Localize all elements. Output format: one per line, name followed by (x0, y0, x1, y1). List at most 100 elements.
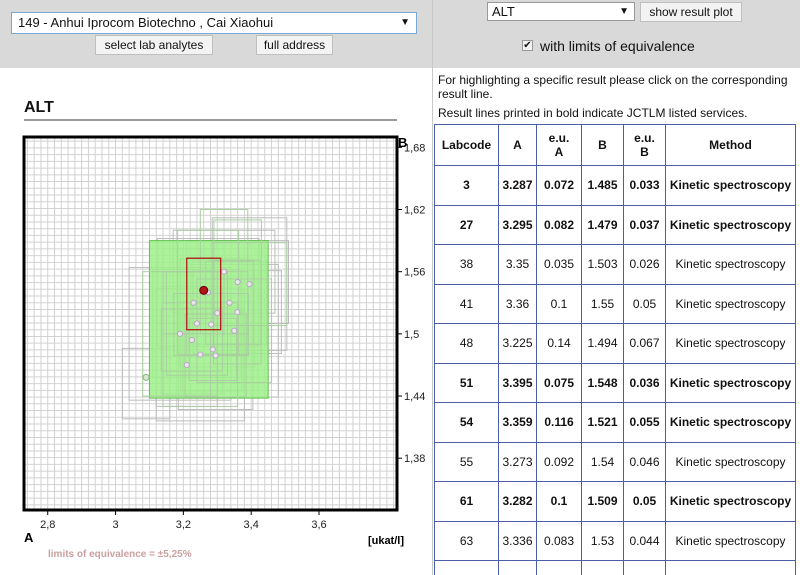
col-b-cell: 1.513 (581, 560, 624, 575)
col-method-cell: Kinetic spectroscopy (665, 481, 796, 522)
col-eu-b-cell: 0.05 (623, 481, 666, 522)
lab-toolbar: 149 - Anhui Iprocom Biotechno , Cai Xiao… (0, 0, 432, 68)
col-b-cell: 1.485 (581, 165, 624, 206)
data-point (234, 278, 241, 286)
col-a-cell: 3.225 (498, 323, 537, 364)
col-eu-b-cell: 0.022 (623, 560, 666, 575)
x-tick-label: 3,2 (176, 519, 191, 531)
table-row[interactable]: 63 3.336 0.083 1.53 0.044 Kinetic spectroscop… (434, 520, 796, 561)
uncertainty-box (211, 242, 288, 327)
limits-checkbox-label: with limits of equivalence (540, 38, 695, 54)
limits-note: limits of equivalence = ±5,25% (48, 549, 192, 560)
data-point (209, 346, 216, 353)
table-row[interactable]: 38 3.35 0.035 1.503 0.026 Kinetic spectroscop… (434, 244, 796, 285)
data-point (231, 327, 238, 334)
data-point (183, 361, 190, 369)
col-eu-b-cell: 0.067 (623, 323, 666, 364)
data-point (208, 321, 215, 328)
analyte-select-dropdown[interactable]: ALT ▼ (487, 2, 635, 21)
data-point (234, 309, 241, 316)
table-row[interactable]: 61 3.282 0.1 1.509 0.05 Kinetic spectroscopy (434, 481, 796, 522)
col-labcode-cell: 54 (434, 402, 499, 443)
chart-title: ALT (24, 99, 54, 116)
col-method-cell: Kinetic spectroscopy (665, 244, 796, 285)
highlight-box (186, 257, 222, 331)
col-eu-a-cell: 0.1 (536, 481, 582, 522)
col-labcode-cell: 65 (434, 560, 499, 575)
outlier-point (142, 373, 150, 381)
table-row[interactable]: 3 3.287 0.072 1.485 0.033 Kinetic spectroscop… (434, 165, 796, 206)
x-axis-label: A (24, 530, 34, 545)
col-eu-b-cell: 0.05 (623, 283, 666, 324)
data-point (220, 268, 228, 275)
col-a-cell: 3.282 (498, 481, 537, 522)
col-eu-a-cell: 0.048 (536, 560, 582, 575)
data-point (190, 299, 197, 306)
col-method-cell: Kinetic spectroscopy (665, 204, 796, 245)
y-tick-label: 1,68 (404, 142, 425, 154)
col-method-cell: Kinetic spectroscopy (665, 402, 796, 443)
table-row[interactable]: 51 3.395 0.075 1.548 0.036 Kinetic spectrosco… (434, 362, 796, 403)
x-tick-label: 2,8 (40, 519, 55, 531)
col-method-cell: Kinetic spectroscopy (665, 283, 796, 324)
highlight-point (199, 285, 209, 295)
data-point (226, 299, 233, 306)
col-eu-a-cell: 0.116 (536, 402, 582, 443)
x-tick-label: 3,4 (244, 519, 259, 531)
data-point (246, 281, 253, 288)
col-b-cell: 1.55 (581, 283, 624, 324)
uncertainty-box (160, 308, 223, 372)
unit-label: [ukat/l] (368, 535, 404, 547)
select-lab-analytes-button[interactable]: select lab analytes (95, 35, 213, 55)
col-eu-b-cell: 0.046 (623, 441, 666, 482)
table-row[interactable]: 41 3.36 0.1 1.55 0.05 Kinetic spectroscopy (434, 283, 796, 324)
col-eu-a-cell: 0.083 (536, 520, 582, 561)
col-eu-b-cell: 0.026 (623, 244, 666, 285)
y-tick-label: 1,56 (404, 267, 425, 279)
analyte-toolbar: ALT ▼ show result plot ✔ with limits of … (433, 0, 800, 68)
col-labcode-cell: 48 (434, 323, 499, 364)
uncertainty-box (196, 278, 273, 384)
table-row[interactable]: 27 3.295 0.082 1.479 0.037 Kinetic spectrosco… (434, 204, 796, 245)
lab-select-dropdown[interactable]: 149 - Anhui Iprocom Biotechno , Cai Xiao… (11, 12, 417, 34)
y-tick-label: 1,62 (404, 205, 425, 217)
uncertainty-box (173, 292, 249, 357)
col-eu-a-cell: 0.1 (536, 283, 582, 324)
instructions: For highlighting a specific result pleas… (438, 73, 793, 125)
table-row[interactable]: 48 3.225 0.14 1.494 0.067 Kinetic spectroscop… (434, 323, 796, 364)
full-address-button[interactable]: full address (256, 35, 333, 55)
analyte-select-value: ALT (492, 4, 515, 19)
dropdown-arrow-icon: ▼ (400, 17, 410, 28)
data-point (214, 310, 221, 317)
uncertainty-box (162, 271, 225, 335)
col-eu-b-cell: 0.044 (623, 520, 666, 561)
col-a-cell: 3.336 (498, 520, 537, 561)
youden-plot[interactable]: 2,8 3 3,2 3,4 3,6 1,68 1,62 1,56 1,5 1,44 1,38 A B [u… (0, 125, 432, 570)
col-method-header: Method (665, 124, 796, 166)
show-result-plot-button[interactable]: show result plot (640, 2, 742, 22)
col-a-header: A (498, 124, 537, 166)
col-labcode-cell: 38 (434, 244, 499, 285)
col-b-cell: 1.494 (581, 323, 624, 364)
col-eu-b-cell: 0.036 (623, 362, 666, 403)
table-row[interactable]: 653.3070.0481.5130.022Kinetic (434, 560, 796, 575)
col-a-cell: 3.295 (498, 204, 537, 245)
limits-checkbox[interactable]: ✔ (522, 40, 533, 51)
col-eu-b-cell: 0.055 (623, 402, 666, 443)
col-method-cell: Kinetic (665, 560, 796, 575)
col-a-cell: 3.36 (498, 283, 537, 324)
table-row[interactable]: 55 3.273 0.092 1.54 0.046 Kinetic spectroscop… (434, 441, 796, 482)
col-b-cell: 1.521 (581, 402, 624, 443)
col-labcode-cell: 27 (434, 204, 499, 245)
data-point (193, 320, 201, 327)
col-b-cell: 1.503 (581, 244, 624, 285)
x-tick-label: 3,6 (311, 519, 326, 531)
data-point (188, 336, 195, 344)
col-b-cell: 1.54 (581, 441, 624, 482)
table-row[interactable]: 54 3.359 0.116 1.521 0.055 Kinetic spectrosco… (434, 402, 796, 443)
col-eu-b-cell: 0.037 (623, 204, 666, 245)
instruction-bold: Result lines printed in bold indicate JC… (438, 106, 748, 120)
col-labcode-cell: 41 (434, 283, 499, 324)
col-method-cell: Kinetic spectroscopy (665, 323, 796, 364)
